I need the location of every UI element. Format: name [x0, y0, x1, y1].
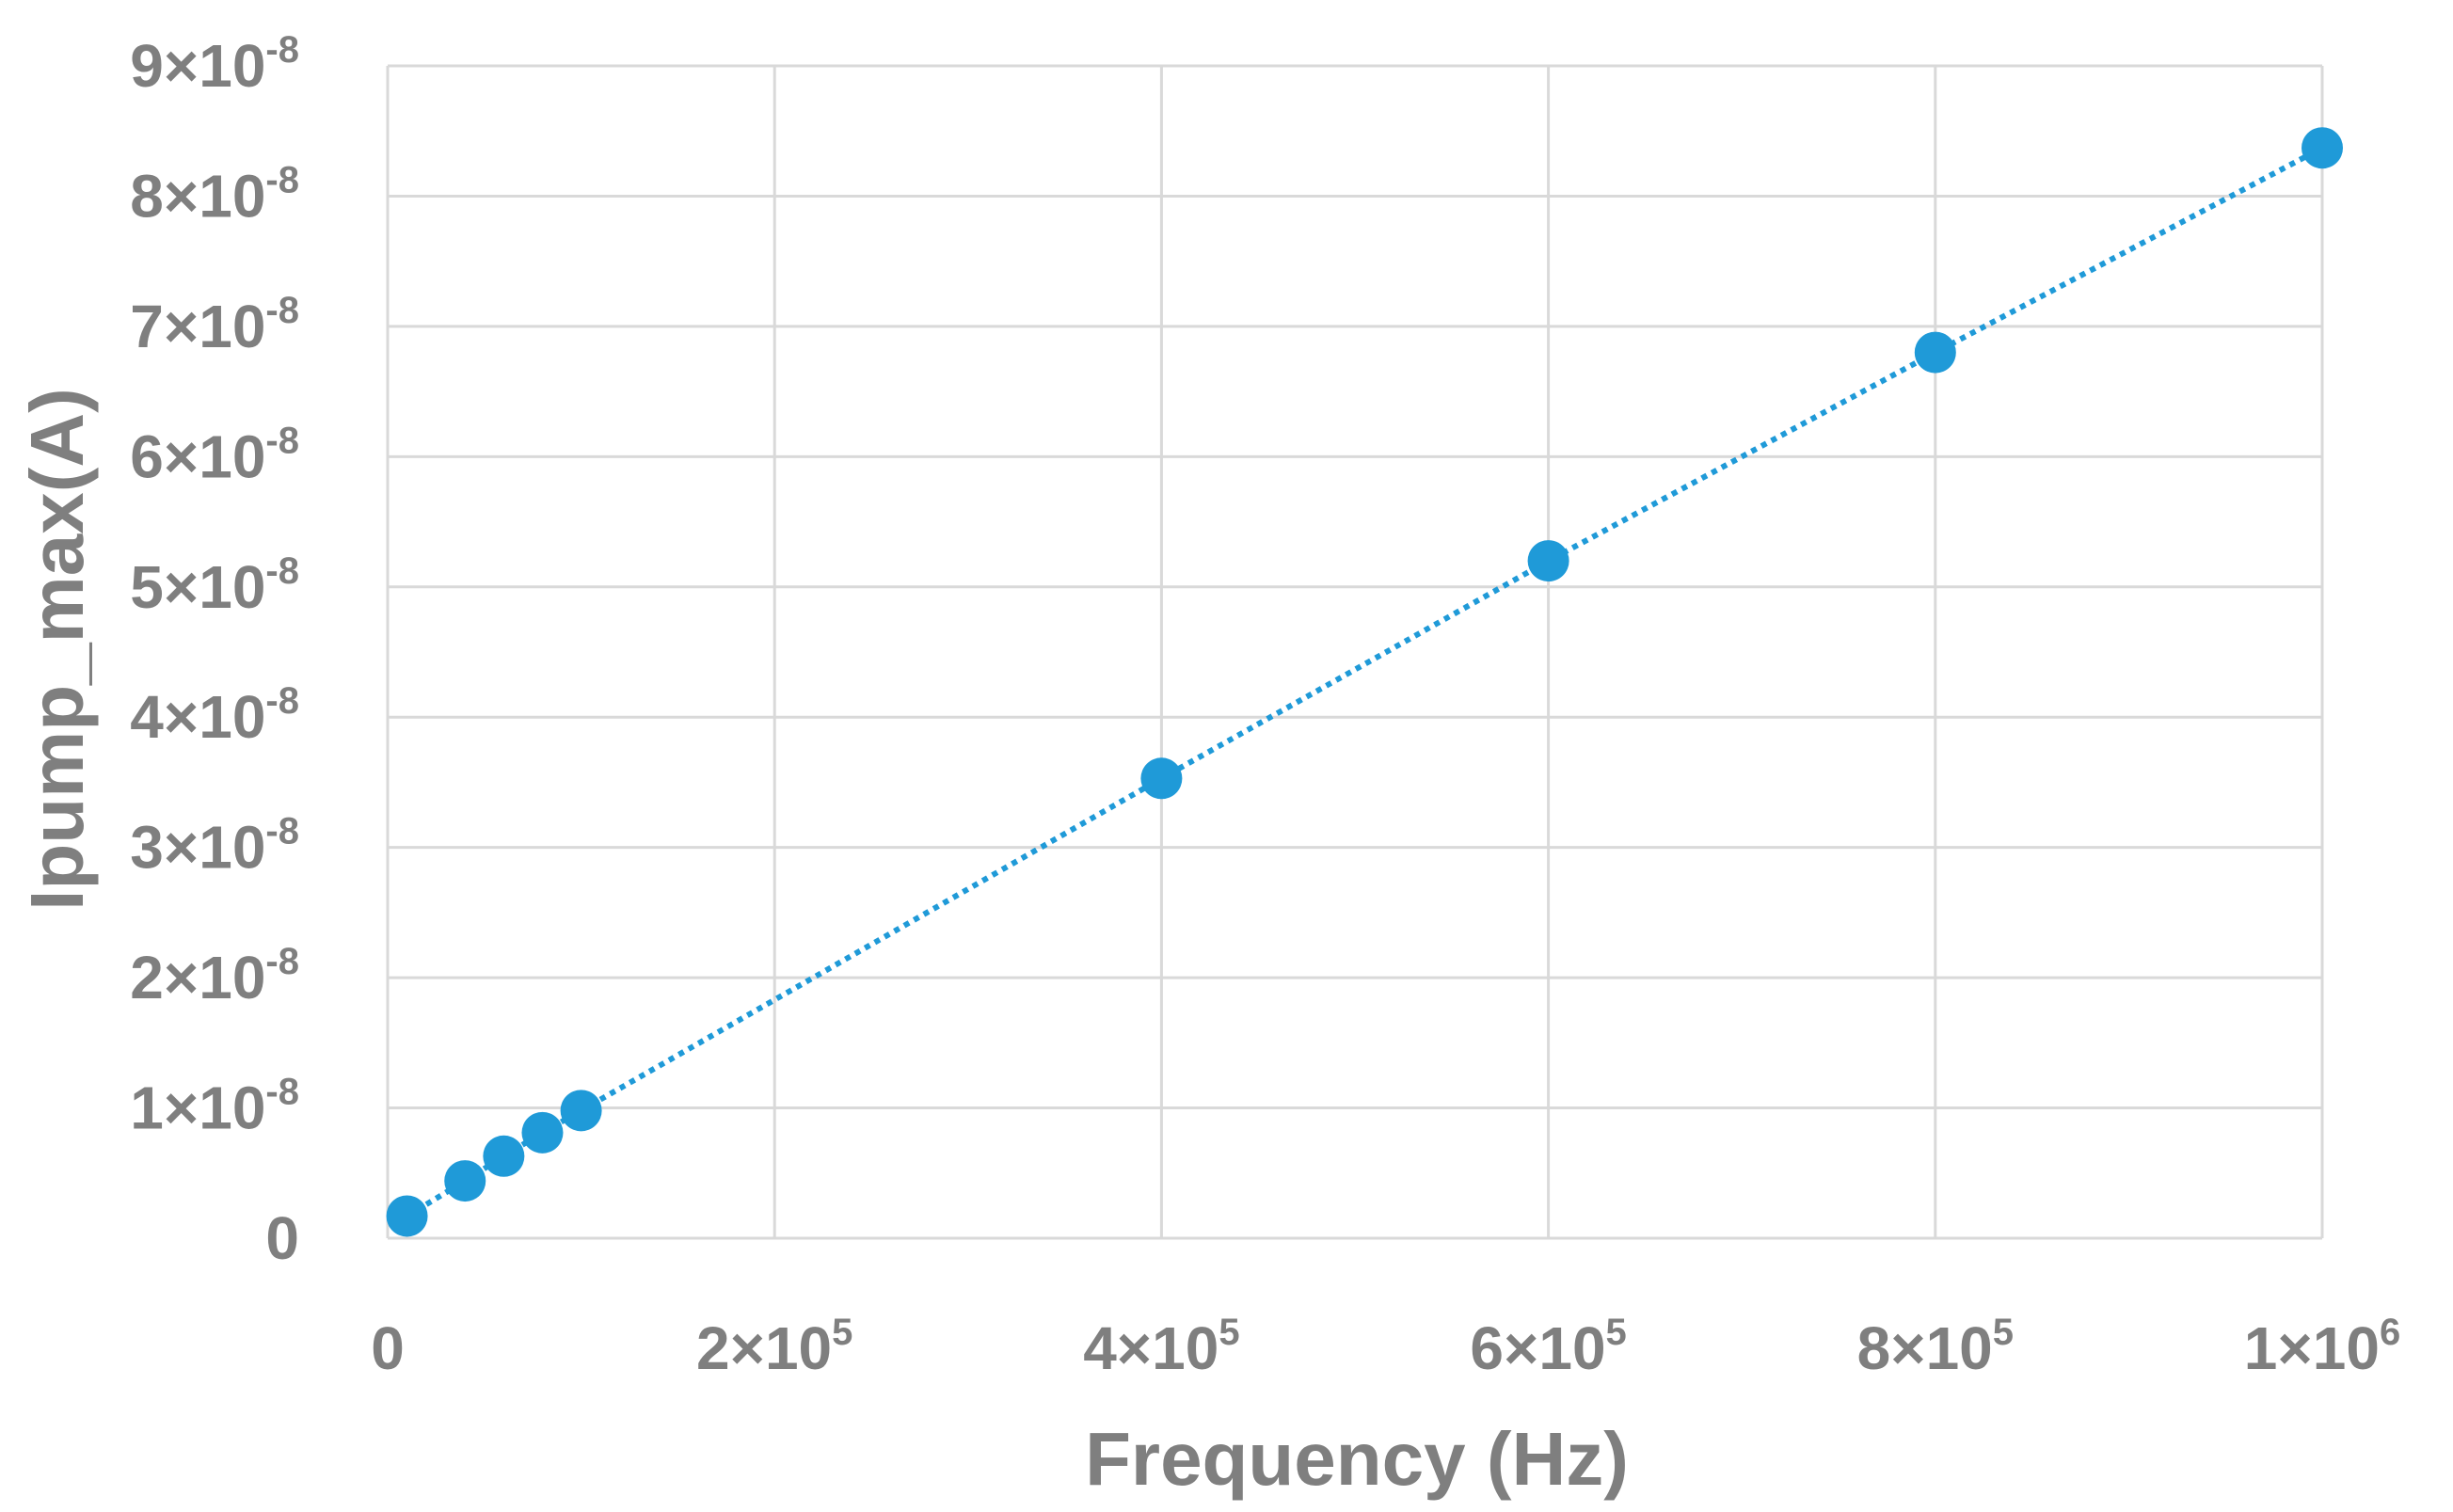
y-tick-label: 2×10-8	[130, 941, 299, 1011]
data-point	[1140, 757, 1183, 800]
y-tick-label: 7×10-8	[130, 290, 299, 360]
y-tick-label: 6×10-8	[130, 420, 299, 490]
data-point	[444, 1160, 486, 1202]
x-tick-label: 6×105	[1470, 1312, 1626, 1382]
series-trend-line	[406, 145, 2324, 1219]
y-tick-label: 3×10-8	[130, 811, 299, 882]
grid-lines	[386, 64, 2324, 1240]
y-tick-label: 8×10-8	[130, 159, 299, 230]
y-tick-label: 4×10-8	[130, 680, 299, 751]
y-axis-title: Ipump_max(A)	[15, 388, 99, 911]
y-tick-label: 5×10-8	[130, 550, 299, 621]
x-axis-title: Frequency (Hz)	[1085, 1417, 1629, 1501]
data-point	[560, 1090, 602, 1132]
data-point	[521, 1111, 564, 1154]
x-tick-label: 4×105	[1083, 1312, 1239, 1382]
x-tick-label: 8×105	[1857, 1312, 2014, 1382]
y-tick-label: 1×10-8	[130, 1072, 299, 1142]
data-point	[1914, 331, 1956, 374]
data-series	[386, 127, 2343, 1237]
data-point	[386, 1195, 428, 1237]
x-tick-label: 0	[371, 1314, 405, 1382]
data-point	[483, 1135, 525, 1177]
y-tick-label: 0	[265, 1204, 299, 1272]
x-axis-tick-labels: 0 2×105 4×105 6×105 8×105 1×106	[371, 1312, 2400, 1382]
y-axis-tick-labels: 0 1×10-8 2×10-8 3×10-8 4×10-8 5×10-8 6×10-8 7×1…	[130, 29, 299, 1272]
x-tick-label: 1×106	[2244, 1312, 2400, 1382]
data-point	[1527, 540, 1569, 582]
y-tick-label: 9×10-8	[130, 29, 299, 100]
data-point	[2302, 127, 2343, 169]
x-tick-label: 2×105	[696, 1312, 852, 1382]
